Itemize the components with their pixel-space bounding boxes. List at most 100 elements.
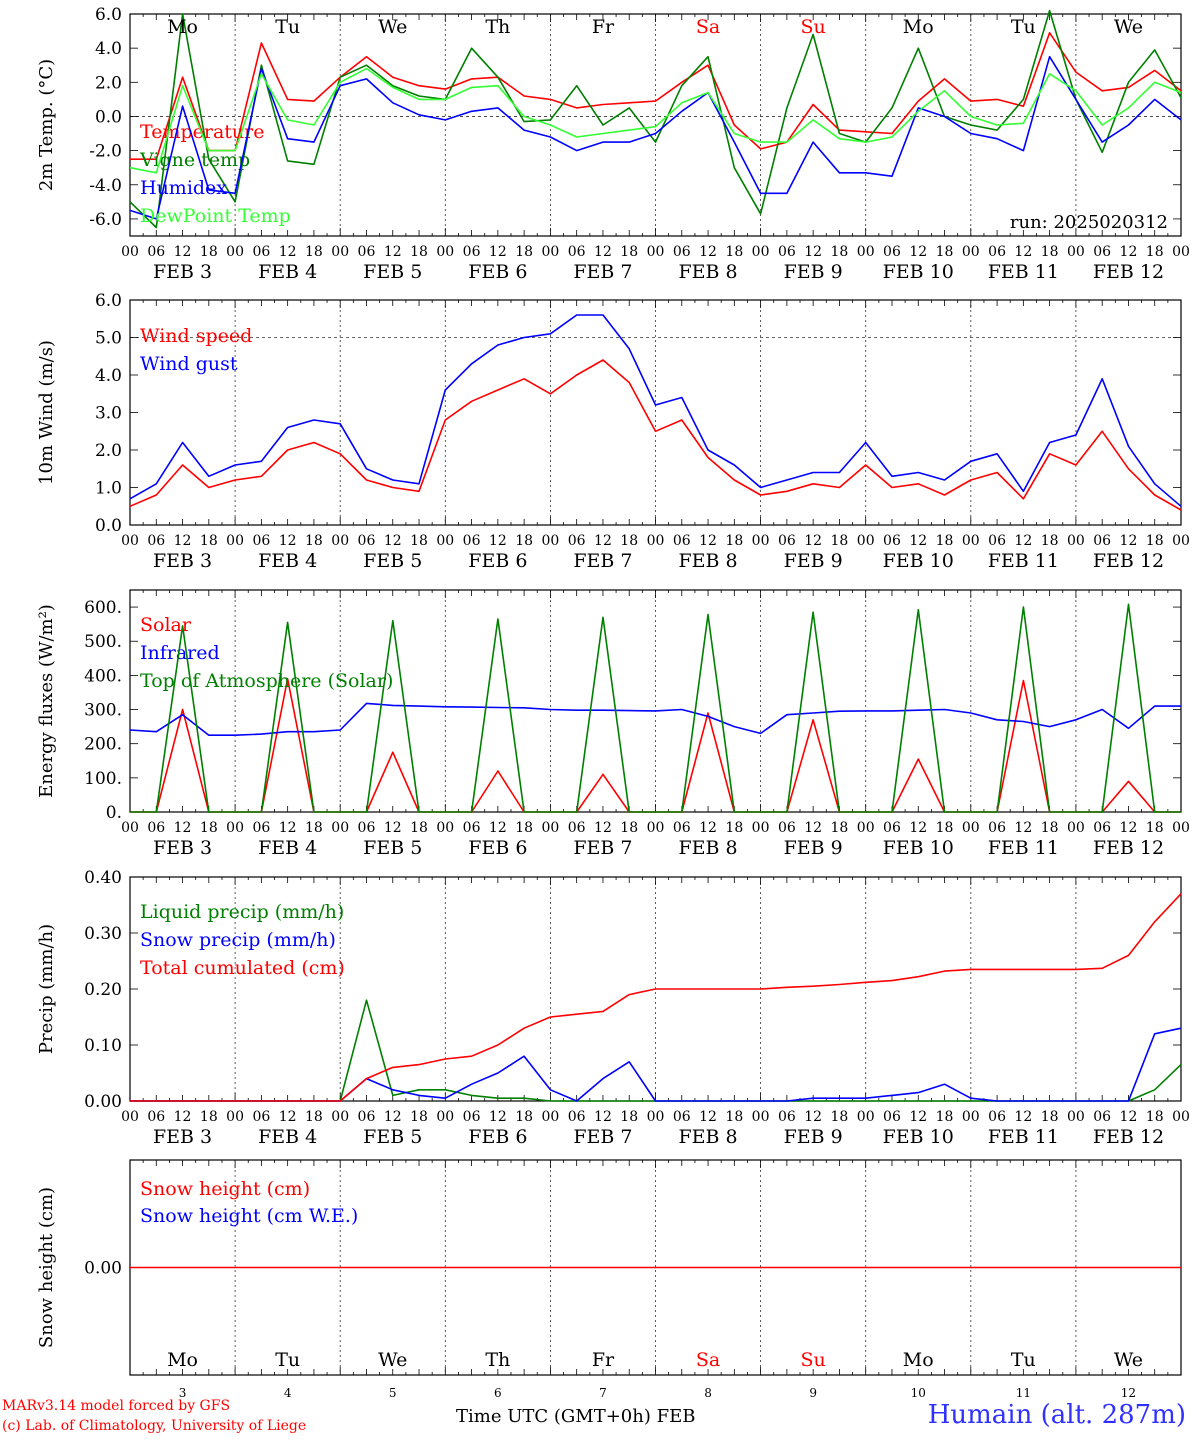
hour-tick-label: 06	[778, 1109, 796, 1125]
hour-tick-label: 12	[489, 533, 507, 549]
hour-tick-label: 00	[752, 533, 770, 549]
day-number: 7	[599, 1386, 607, 1400]
hour-tick-label: 00	[647, 533, 665, 549]
hour-tick-label: 06	[252, 1109, 270, 1125]
day-label: FEB 9	[784, 1126, 843, 1148]
hour-tick-label: 12	[1014, 533, 1032, 549]
day-label: FEB 5	[363, 1126, 422, 1148]
y-axis-label: 10m Wind (m/s)	[36, 340, 57, 485]
hour-tick-label: 00	[436, 244, 454, 260]
legend-entry: Wind gust	[140, 353, 238, 375]
day-label: FEB 4	[258, 261, 317, 283]
y-tick-label: 0.10	[84, 1036, 122, 1056]
weekday-label-bottom: Sa	[696, 1349, 720, 1371]
weekday-label-bottom: Th	[485, 1349, 510, 1371]
hour-tick-label: 00	[226, 244, 244, 260]
x-axis-month: FEB	[656, 1406, 696, 1427]
legend-entry: Solar	[140, 614, 192, 636]
hour-tick-label: 12	[1014, 244, 1032, 260]
hour-tick-label: 06	[778, 533, 796, 549]
hour-tick-label: 12	[909, 244, 927, 260]
hour-tick-label: 00	[226, 533, 244, 549]
hour-tick-label: 12	[174, 533, 192, 549]
hour-tick-label: 06	[568, 244, 586, 260]
day-number: 5	[389, 1386, 397, 1400]
y-tick-label: 2.0	[95, 441, 122, 461]
y-tick-label: 4.0	[95, 39, 122, 59]
hour-tick-label: 06	[673, 820, 691, 836]
hour-tick-label: 00	[226, 1109, 244, 1125]
legend-entry: Humidex	[140, 177, 227, 199]
weekday-label-top: Tu	[275, 16, 300, 38]
day-label: FEB 5	[363, 837, 422, 859]
hour-tick-label: 12	[1120, 533, 1138, 549]
hour-tick-label: 18	[515, 1109, 533, 1125]
hour-tick-label: 00	[1172, 820, 1190, 836]
y-tick-label: 300.	[84, 701, 122, 721]
hour-tick-label: 06	[463, 820, 481, 836]
hour-tick-label: 12	[384, 244, 402, 260]
hour-tick-label: 06	[673, 244, 691, 260]
hour-tick-label: 18	[620, 1109, 638, 1125]
weekday-label-bottom: We	[378, 1349, 407, 1371]
hour-tick-label: 18	[620, 820, 638, 836]
y-tick-label: 0.	[106, 803, 122, 823]
hour-tick-label: 06	[988, 1109, 1006, 1125]
hour-tick-label: 12	[174, 244, 192, 260]
hour-tick-label: 18	[1041, 244, 1059, 260]
hour-tick-label: 12	[1120, 244, 1138, 260]
hour-tick-label: 06	[568, 1109, 586, 1125]
hour-tick-label: 00	[121, 244, 139, 260]
hour-tick-label: 00	[541, 820, 559, 836]
hour-tick-label: 00	[541, 1109, 559, 1125]
hour-tick-label: 12	[594, 533, 612, 549]
hour-tick-label: 00	[436, 533, 454, 549]
panel-3: 0. 100. 200. 300. 400. 500. 600. Energy fluxes …	[36, 589, 1190, 859]
weekday-label-top: Mo	[903, 16, 934, 38]
y-tick-label: 6.0	[95, 291, 122, 311]
hour-tick-label: 18	[515, 533, 533, 549]
hour-tick-label: 18	[831, 244, 849, 260]
series-line-total-cumulated-cm-	[130, 893, 1182, 1102]
hour-tick-label: 06	[988, 820, 1006, 836]
day-number: 9	[809, 1386, 817, 1400]
y-axis-label: 2m Temp. (°C)	[36, 59, 57, 191]
hour-tick-label: 00	[541, 533, 559, 549]
day-label: FEB 6	[468, 550, 527, 572]
hour-tick-label: 00	[331, 533, 349, 549]
day-label: FEB 8	[678, 837, 737, 859]
legend-entry: Snow height (cm)	[140, 1178, 310, 1200]
hour-tick-label: 18	[305, 533, 323, 549]
day-label: FEB 8	[678, 1126, 737, 1148]
y-tick-label: -2.0	[89, 142, 122, 162]
hour-tick-label: 06	[463, 1109, 481, 1125]
hour-tick-label: 06	[1093, 820, 1111, 836]
panel-4: 0.00 0.10 0.20 0.30 0.40 Precip (mm/h) Liquid …	[36, 868, 1190, 1148]
weekday-label-bottom: Mo	[167, 1349, 198, 1371]
y-tick-label: 4.0	[95, 366, 122, 386]
hour-tick-label: 00	[436, 1109, 454, 1125]
hour-tick-label: 12	[279, 1109, 297, 1125]
hour-tick-label: 12	[279, 820, 297, 836]
series-line-snow-precip-mm-h-	[130, 1027, 1182, 1102]
hour-tick-label: 12	[1014, 820, 1032, 836]
weekday-label-top: Su	[801, 16, 826, 38]
lab-credit: (c) Lab. of Climatology, University of L…	[2, 1418, 307, 1434]
y-tick-label: 0.20	[84, 980, 122, 1000]
hour-tick-label: 06	[463, 533, 481, 549]
hour-tick-label: 06	[1093, 533, 1111, 549]
day-number: 11	[1016, 1386, 1031, 1400]
y-tick-label: 0.30	[84, 924, 122, 944]
day-label: FEB 10	[883, 1126, 954, 1148]
weekday-label-top: We	[378, 16, 407, 38]
hour-tick-label: 00	[1172, 1109, 1190, 1125]
legend-entry: Vigne temp	[139, 149, 250, 171]
hour-tick-label: 18	[1146, 1109, 1164, 1125]
y-tick-label: 6.0	[95, 5, 122, 25]
hour-tick-label: 18	[725, 820, 743, 836]
day-label: FEB 11	[988, 550, 1059, 572]
hour-tick-label: 18	[936, 820, 954, 836]
day-label: FEB 3	[153, 550, 212, 572]
series-line-top-of-atmosphere-solar-	[130, 603, 1181, 813]
